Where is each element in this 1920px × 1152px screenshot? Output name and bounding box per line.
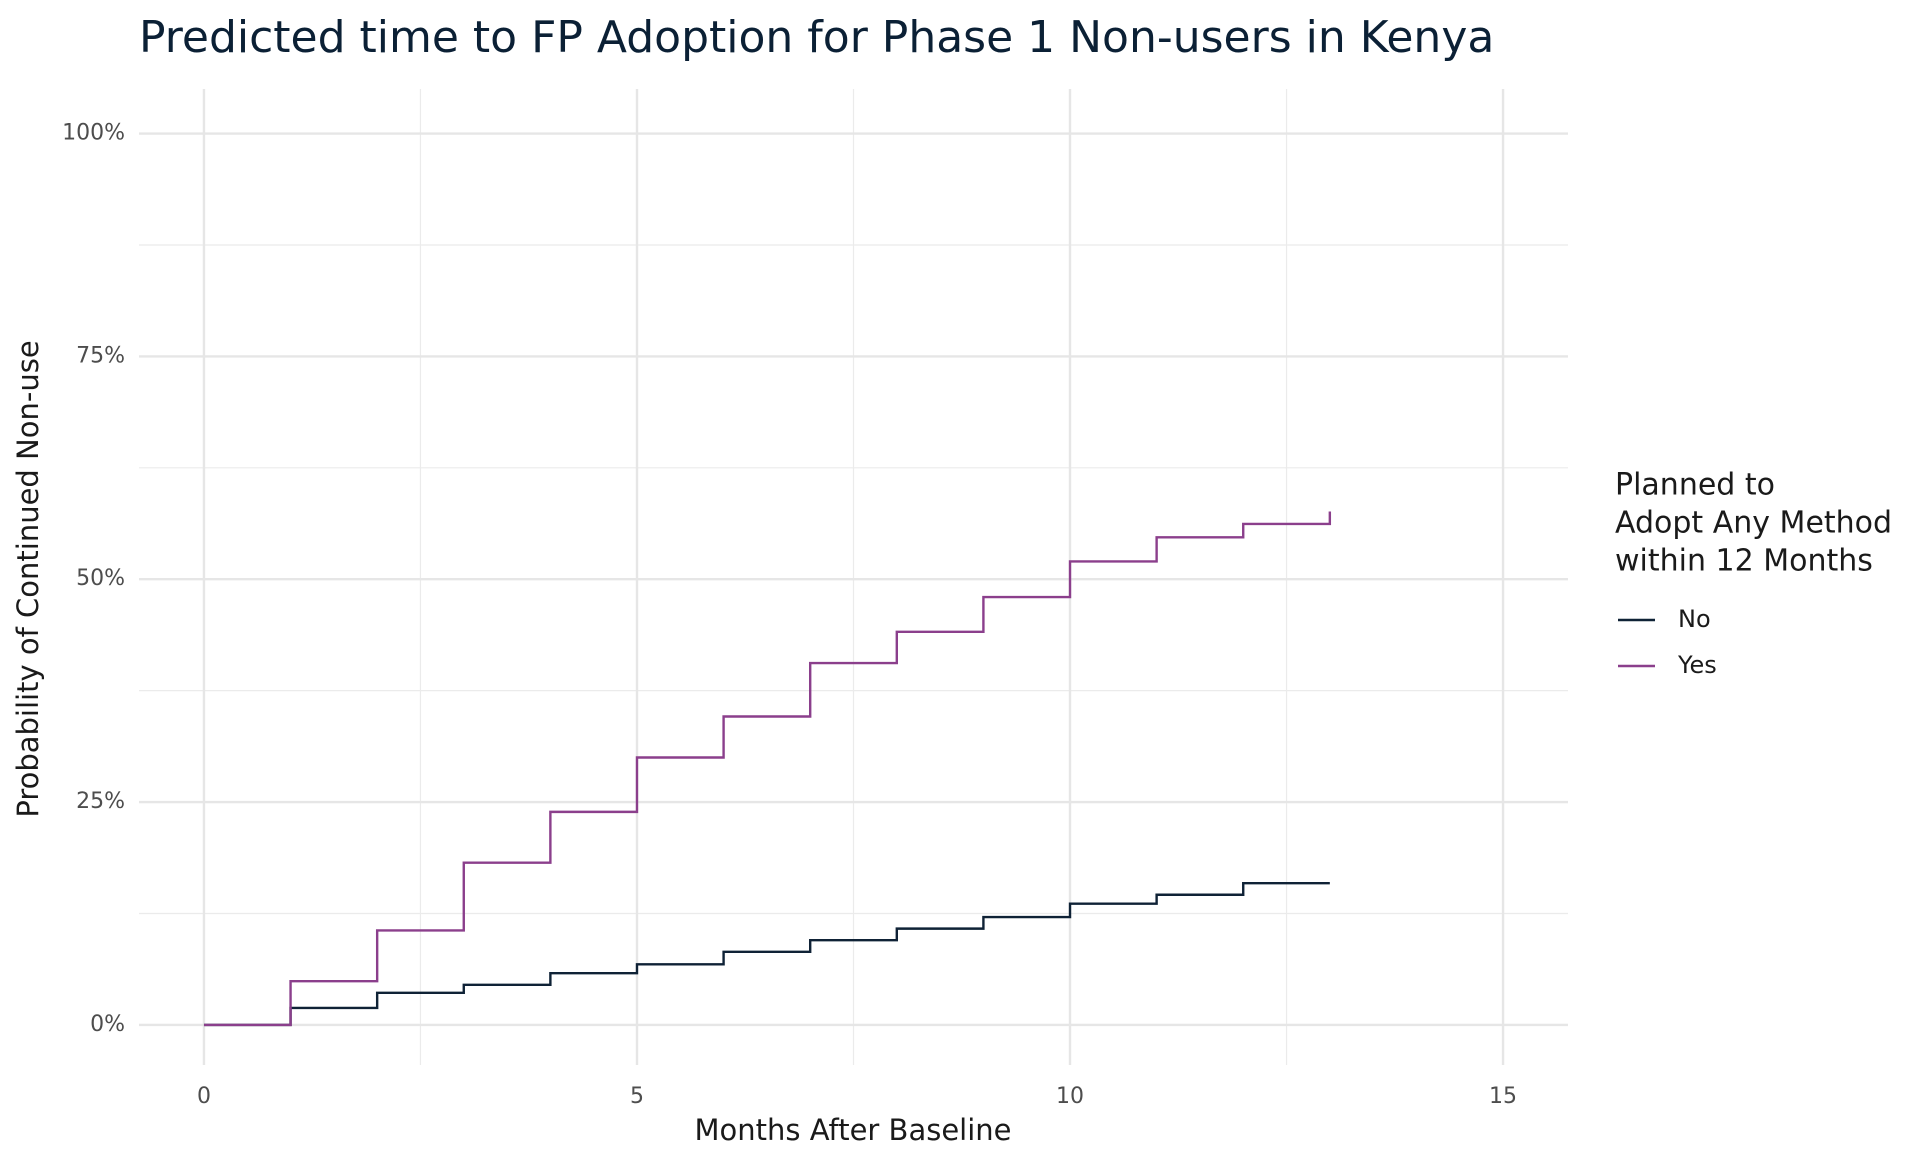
y-tick-label: 0% [90, 1012, 125, 1037]
y-tick-label: 100% [62, 121, 125, 146]
x-tick-label: 10 [1056, 1084, 1084, 1109]
y-tick-label: 50% [76, 566, 125, 591]
y-tick-label: 25% [76, 789, 125, 814]
series-line [203, 881, 1330, 1027]
x-tick-label: 0 [197, 1084, 211, 1109]
x-tick-label: 5 [630, 1084, 644, 1109]
x-tick-label: 15 [1489, 1084, 1517, 1109]
legend-label: Yes [1677, 651, 1717, 679]
series-line [203, 511, 1332, 1027]
legend-label: No [1678, 605, 1711, 633]
legend-title: Adopt Any Method [1615, 506, 1892, 541]
y-tick-label: 75% [76, 343, 125, 368]
legend-title: Planned to [1615, 468, 1775, 503]
legend-title: within 12 Months [1615, 544, 1873, 579]
x-axis-title: Months After Baseline [694, 1113, 1011, 1147]
y-axis-title: Probability of Continued Non-use [11, 340, 45, 817]
chart-title: Predicted time to FP Adoption for Phase … [139, 12, 1494, 63]
